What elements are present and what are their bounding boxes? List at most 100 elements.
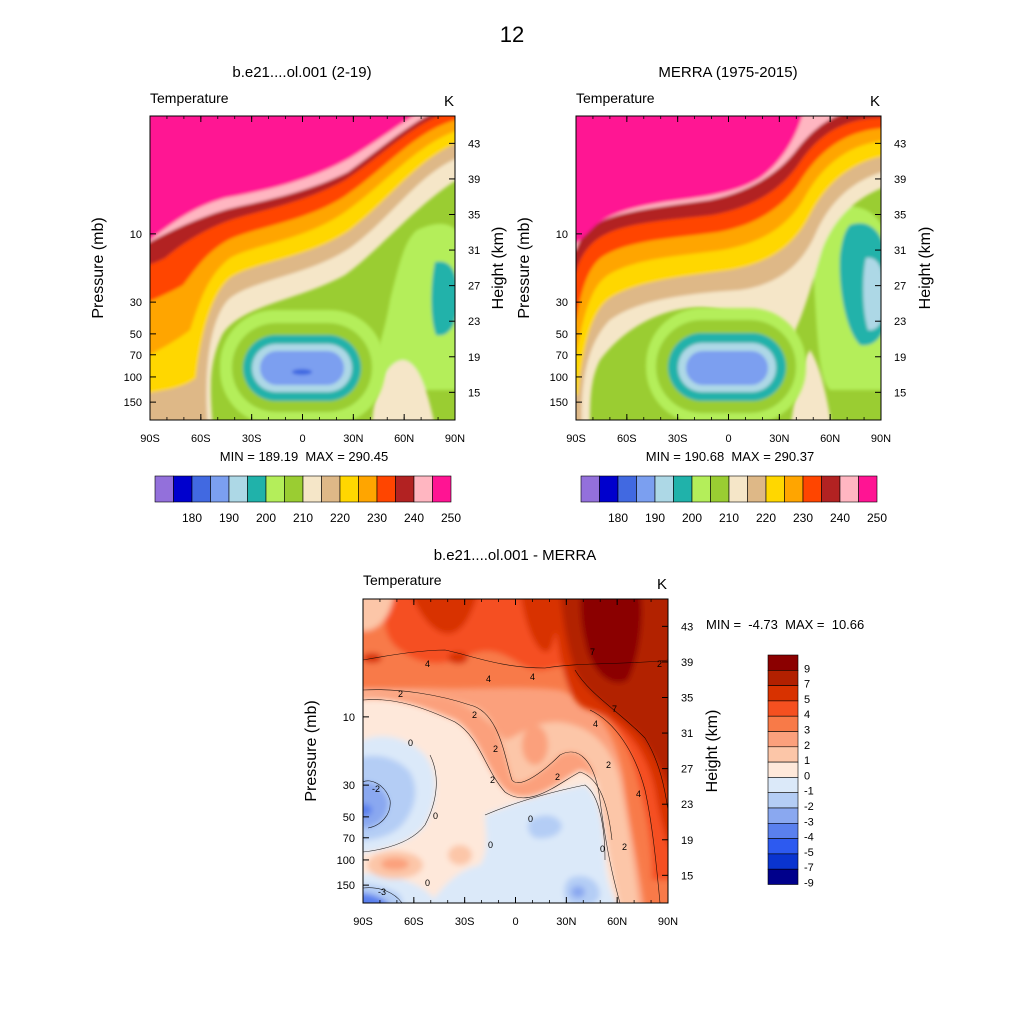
y2-axis-label: Height (km) [704, 710, 721, 793]
colorbar-label: 9 [804, 663, 810, 675]
colorbar-swatch [228, 475, 248, 503]
level-minus3-minus2 [571, 886, 585, 898]
y-tick-label: 50 [343, 812, 355, 824]
panel-title: MERRA (1975-2015) [658, 64, 797, 81]
x-tick-label: 0 [512, 916, 518, 928]
contour-label: 0 [433, 811, 438, 821]
colorbar-label: 210 [293, 511, 313, 525]
y2-axis: 43 39 35 31 27 23 19 15 [662, 621, 693, 882]
y2-tick-label: 39 [894, 174, 906, 186]
colorbar-swatch [747, 475, 767, 503]
y2-tick-label: 19 [681, 835, 693, 847]
colorbar-label: 2 [804, 740, 810, 752]
x-axis: 90S 60S 30S 0 30N 60N 90N [566, 116, 891, 445]
level-2-3 [522, 725, 548, 765]
colorbar: 9 7 5 4 3 2 1 0 -1 -2 -3 -4 -5 -7 -9 [767, 654, 814, 890]
band-19 [431, 261, 455, 336]
y2-tick-label: 23 [894, 316, 906, 328]
panel-title: b.e21....ol.001 - MERRA [434, 547, 597, 564]
colorbar: 180 190 200 210 220 230 240 250 [154, 475, 461, 525]
level-minus3-minus2 [363, 893, 388, 903]
level-5-7 [363, 653, 382, 663]
figure-title: 12 [500, 22, 524, 47]
y-tick-label: 150 [124, 397, 142, 409]
band-28 [576, 116, 803, 244]
x-tick-label: 0 [725, 433, 731, 445]
colorbar-swatch [580, 475, 600, 503]
y2-tick-label: 19 [894, 352, 906, 364]
colorbar-swatch [767, 777, 799, 794]
contour-label: 4 [486, 674, 491, 684]
y-tick-label: 30 [130, 297, 142, 309]
colorbar-label: -3 [804, 816, 814, 828]
y-axis-label: Pressure (mb) [90, 217, 107, 318]
colorbar-swatch [654, 475, 674, 503]
colorbar-swatch [858, 475, 878, 503]
y2-tick-label: 27 [468, 281, 480, 293]
colorbar-swatch [691, 475, 711, 503]
band-15 [863, 257, 881, 331]
panel-variable: Temperature [576, 90, 655, 106]
level-1-2 [363, 599, 394, 631]
colorbar-swatch [784, 475, 804, 503]
level-minus2-minus1 [527, 815, 562, 839]
level-minus3-minus2 [363, 782, 389, 828]
x-tick-label: 30S [242, 433, 262, 445]
contour-label: -3 [378, 887, 386, 897]
y2-tick-label: 27 [681, 764, 693, 776]
colorbar-label: 210 [719, 511, 739, 525]
band-14 [260, 351, 344, 385]
x-tick-label: 90N [658, 916, 678, 928]
y-axis-label: Pressure (mb) [516, 217, 533, 318]
colorbar-label: 180 [182, 511, 202, 525]
y-tick-label: 150 [337, 880, 355, 892]
contour-labels: 4 4 4 4 4 2 2 2 2 2 2 2 2 0 0 0 0 0 0 -2 [372, 647, 662, 897]
y2-tick-label: 19 [468, 352, 480, 364]
contour-label: 0 [528, 814, 533, 824]
colorbar-swatch [767, 853, 799, 870]
contour-label: 2 [657, 659, 662, 669]
contour-label: 4 [530, 672, 535, 682]
colorbar-label: 200 [682, 511, 702, 525]
colorbar-swatch [767, 685, 799, 702]
colorbar-label: 190 [645, 511, 665, 525]
colorbar-swatch [302, 475, 322, 503]
y2-axis-label: Height (km) [490, 227, 507, 310]
colorbar-swatch [284, 475, 304, 503]
x-axis: 90S 60S 30S 0 30N 60N 90N [353, 599, 678, 928]
level-5-7 [448, 652, 468, 664]
x-tick-label: 60N [820, 433, 840, 445]
contour-label: 0 [425, 878, 430, 888]
contour-label: 0 [600, 844, 605, 854]
colorbar-swatch [210, 475, 230, 503]
contour-label: 4 [593, 719, 598, 729]
y-tick-label: 70 [343, 833, 355, 845]
y2-tick-label: 23 [468, 316, 480, 328]
y2-tick-label: 15 [894, 387, 906, 399]
band-28 [150, 116, 414, 240]
colorbar-swatch [191, 475, 211, 503]
y-tick-label: 70 [556, 350, 568, 362]
y-tick-label: 30 [556, 297, 568, 309]
y2-tick-label: 43 [894, 138, 906, 150]
level-2-3 [381, 858, 409, 870]
y-tick-label: 100 [550, 372, 568, 384]
y-tick-label: 150 [550, 397, 568, 409]
y-tick-label: 100 [337, 855, 355, 867]
y2-axis-label: Height (km) [917, 227, 934, 310]
y-tick-label: 100 [124, 372, 142, 384]
y-axis: 10 30 50 70 100 150 [550, 229, 582, 409]
x-tick-label: 30N [556, 916, 576, 928]
panel-model: b.e21....ol.001 (2-19) Temperature K [90, 64, 507, 525]
colorbar-label: 180 [608, 511, 628, 525]
colorbar-label: 190 [219, 511, 239, 525]
y2-tick-label: 31 [468, 245, 480, 257]
panel-merra: MERRA (1975-2015) Temperature K [516, 64, 934, 525]
y2-tick-label: 23 [681, 799, 693, 811]
x-tick-label: 90N [445, 433, 465, 445]
contour-field [150, 116, 455, 420]
x-tick-label: 90S [353, 916, 373, 928]
colorbar-swatch [358, 475, 378, 503]
colorbar-swatch [767, 838, 799, 855]
y-tick-label: 50 [130, 329, 142, 341]
